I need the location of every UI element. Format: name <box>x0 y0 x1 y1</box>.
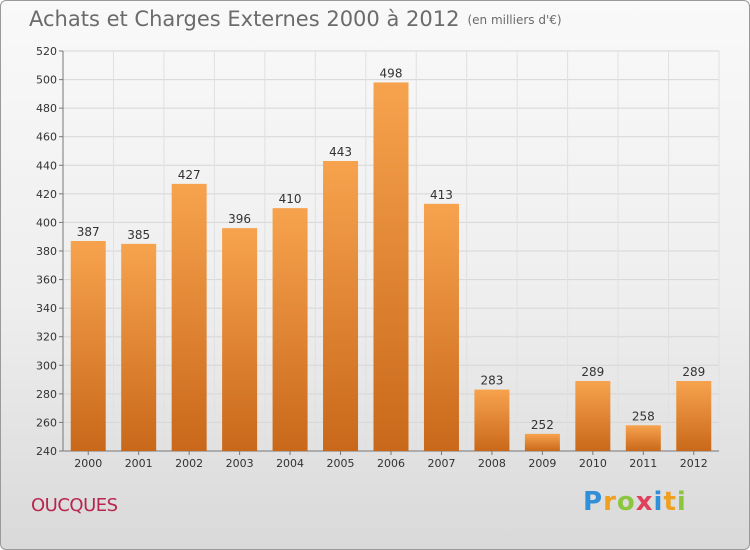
logo-letter: t <box>663 487 677 517</box>
labels: 240 260 280 300 320 340 360 380 400 420 440 460 480 5… <box>36 45 708 470</box>
proxiti-logo: Proxiti <box>583 487 687 517</box>
logo-letter: i <box>653 487 664 517</box>
bar <box>222 228 258 451</box>
bar-value-label: 410 <box>279 192 302 206</box>
bar <box>373 82 409 451</box>
x-tick-label: 2003 <box>226 457 254 470</box>
chart-title: Achats et Charges Externes 2000 à 2012 (e… <box>29 7 562 31</box>
chart-title-text: Achats et Charges Externes 2000 à 2012 <box>29 7 460 31</box>
y-tick-label: 300 <box>36 359 57 372</box>
bar <box>625 425 661 451</box>
city-name: OUCQUES <box>31 495 118 516</box>
bar-value-label: 443 <box>329 145 352 159</box>
bar-value-label: 498 <box>380 66 403 80</box>
bar-value-label: 258 <box>632 409 655 423</box>
x-tick-label: 2002 <box>175 457 203 470</box>
x-tick-label: 2006 <box>377 457 405 470</box>
x-tick-label: 2012 <box>680 457 708 470</box>
y-tick-label: 460 <box>36 131 57 144</box>
x-tick-label: 2000 <box>74 457 102 470</box>
y-tick-label: 240 <box>36 445 57 458</box>
logo-letter: P <box>583 487 604 517</box>
bar-value-label: 427 <box>178 168 201 182</box>
y-tick-label: 380 <box>36 245 57 258</box>
x-tick-label: 2007 <box>427 457 455 470</box>
bar-value-label: 387 <box>77 225 100 239</box>
logo-letter: r <box>603 487 617 517</box>
bar-value-label: 252 <box>531 418 554 432</box>
x-tick-label: 2008 <box>478 457 506 470</box>
bar <box>474 389 510 451</box>
bar <box>676 381 712 451</box>
y-tick-label: 480 <box>36 102 57 115</box>
bar-value-label: 396 <box>228 212 251 226</box>
bar <box>323 161 359 451</box>
bars <box>70 82 712 451</box>
bar <box>70 241 106 451</box>
y-tick-label: 340 <box>36 302 57 315</box>
y-tick-label: 520 <box>36 45 57 58</box>
bar-value-label: 413 <box>430 188 453 202</box>
bar <box>423 203 459 451</box>
logo-letter: i <box>676 487 687 517</box>
x-tick-label: 2009 <box>528 457 556 470</box>
y-tick-label: 440 <box>36 159 57 172</box>
bar <box>171 183 207 451</box>
x-tick-label: 2004 <box>276 457 304 470</box>
logo-letter: x <box>635 487 654 517</box>
chart-subtitle: (en milliers d'€) <box>467 13 562 27</box>
bar <box>575 381 611 451</box>
x-tick-label: 2005 <box>327 457 355 470</box>
bar <box>524 433 560 451</box>
bar-value-label: 283 <box>480 374 503 388</box>
x-tick-label: 2011 <box>629 457 657 470</box>
y-tick-label: 400 <box>36 216 57 229</box>
x-tick-label: 2001 <box>125 457 153 470</box>
bar-value-label: 289 <box>581 365 604 379</box>
bar-value-label: 385 <box>127 228 150 242</box>
bar <box>121 243 157 451</box>
bar-value-label: 289 <box>682 365 705 379</box>
y-tick-label: 360 <box>36 274 57 287</box>
y-tick-label: 420 <box>36 188 57 201</box>
bar <box>272 208 308 451</box>
y-tick-label: 280 <box>36 388 57 401</box>
y-tick-label: 320 <box>36 331 57 344</box>
x-tick-label: 2010 <box>579 457 607 470</box>
y-tick-label: 260 <box>36 416 57 429</box>
y-tick-label: 500 <box>36 74 57 87</box>
logo-letter: o <box>616 487 636 517</box>
